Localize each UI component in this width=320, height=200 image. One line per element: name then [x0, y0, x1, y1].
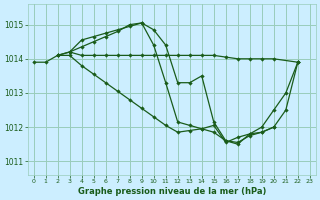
X-axis label: Graphe pression niveau de la mer (hPa): Graphe pression niveau de la mer (hPa) [77, 187, 266, 196]
